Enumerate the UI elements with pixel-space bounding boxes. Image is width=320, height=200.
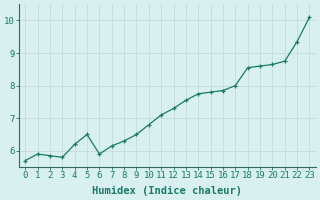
X-axis label: Humidex (Indice chaleur): Humidex (Indice chaleur) [92,186,242,196]
